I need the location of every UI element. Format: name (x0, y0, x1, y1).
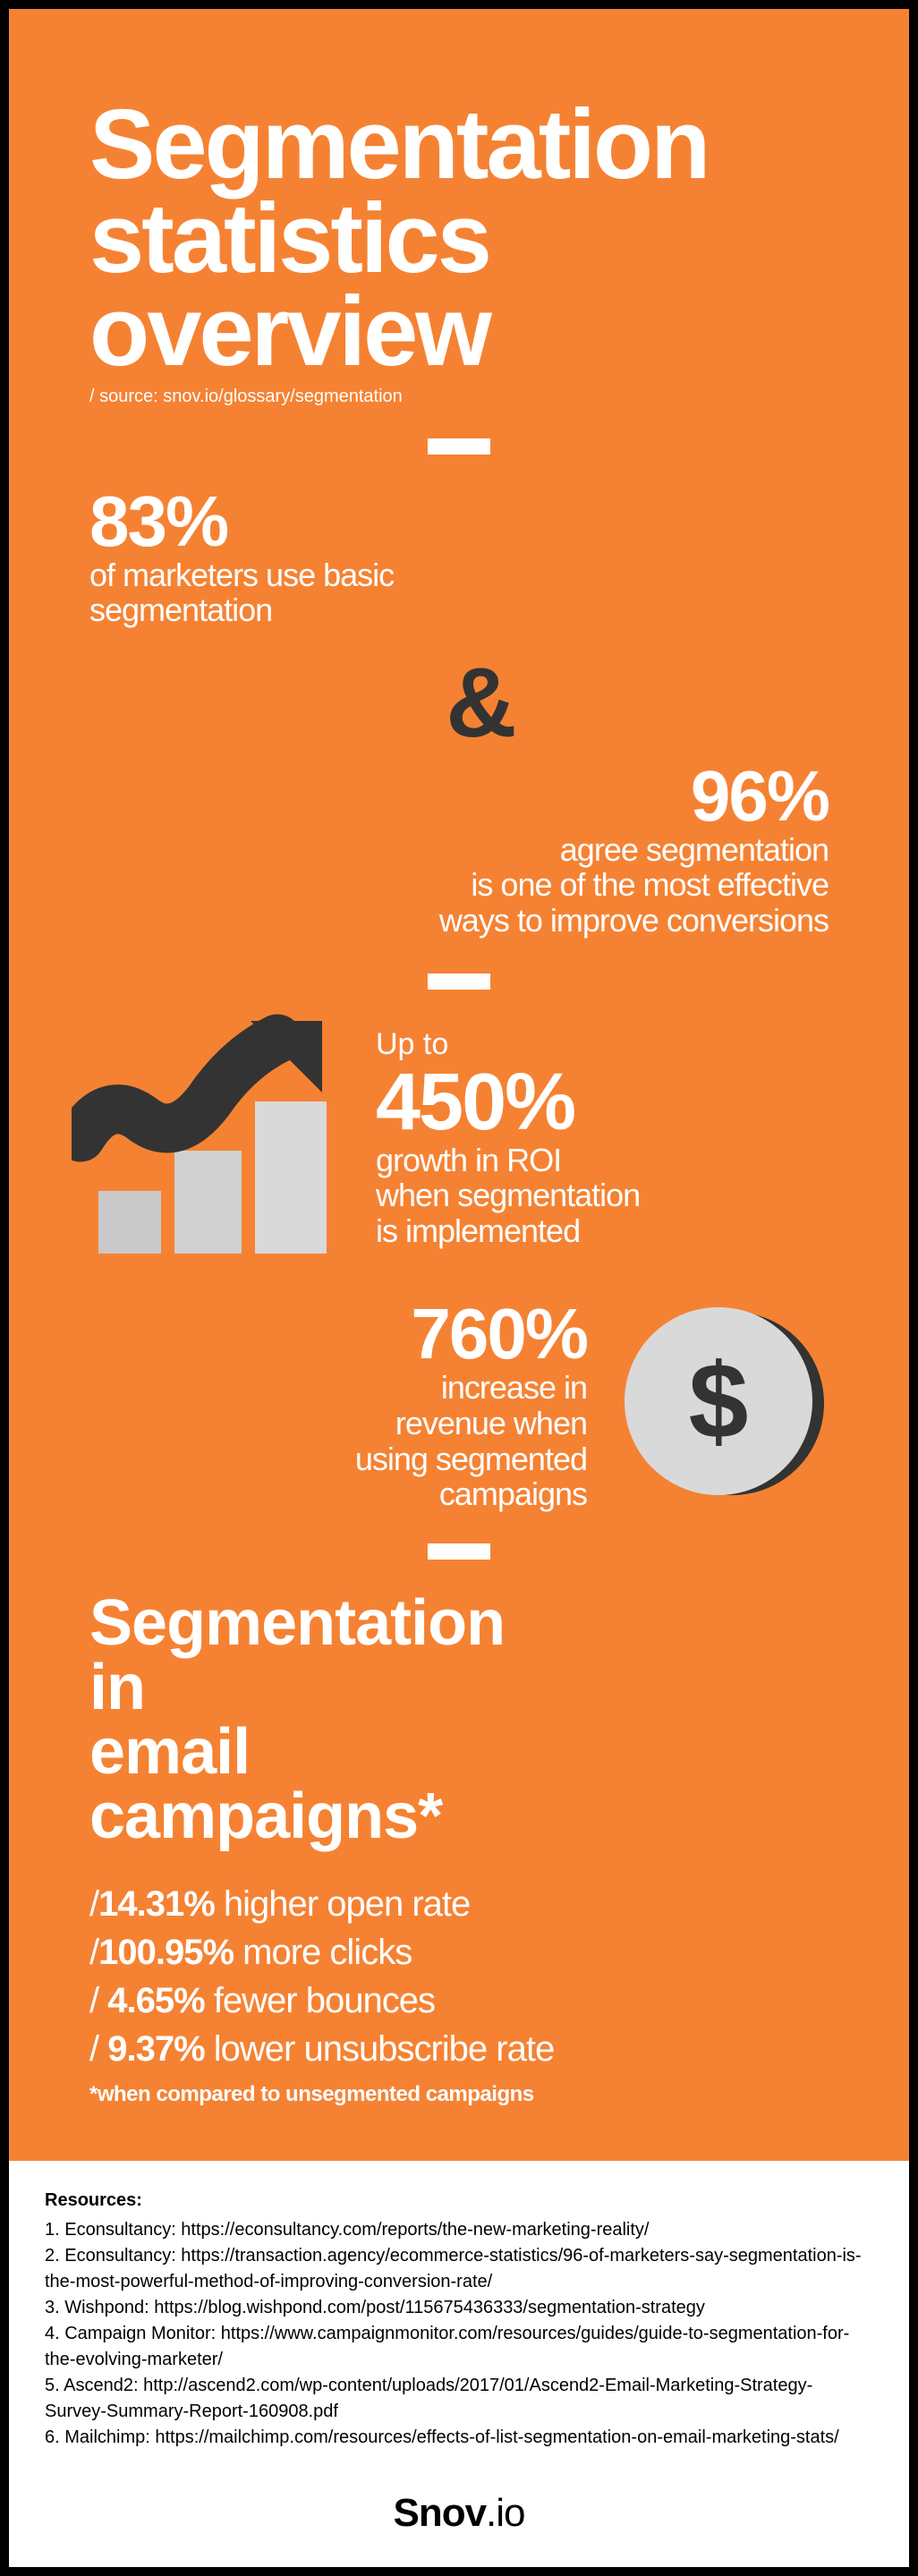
stat-96-block: 96% agree segmentation is one of the mos… (89, 761, 829, 939)
email-stat-row: /100.95% more clicks (89, 1928, 829, 1977)
revenue-text: 760% increase in revenue when using segm… (89, 1298, 587, 1511)
stat-83-value: 83% (89, 486, 829, 557)
title-line-3: overview (89, 276, 489, 387)
divider-icon (428, 973, 490, 990)
footer-logo: Snov.io (9, 2469, 909, 2567)
resource-item: 1. Econsultancy: https://econsultancy.co… (45, 2217, 873, 2243)
header-block: Segmentation statistics overview / sourc… (89, 98, 829, 407)
resource-item: 4. Campaign Monitor: https://www.campaig… (45, 2321, 873, 2373)
source-line: / source: snov.io/glossary/segmentation (89, 387, 829, 407)
email-stat-row: / 9.37% lower unsubscribe rate (89, 2025, 829, 2073)
bar-chart-arrow-icon (89, 1021, 340, 1254)
coin-face: $ (625, 1307, 812, 1495)
growth-arrow-icon (72, 1012, 358, 1191)
logo-part-2: .io (486, 2491, 524, 2535)
resources-heading: Resources: (45, 2188, 873, 2214)
email-stats-list: /14.31% higher open rate /100.95% more c… (89, 1880, 829, 2073)
dollar-sign-icon: $ (689, 1339, 749, 1463)
resources-section: Resources: 1. Econsultancy: https://econ… (9, 2161, 909, 2469)
infographic-page: Segmentation statistics overview / sourc… (0, 0, 918, 2576)
bar-1 (98, 1191, 161, 1254)
resource-item: 5. Ascend2: http://ascend2.com/wp-conten… (45, 2373, 873, 2425)
stat-83-block: 83% of marketers use basic segmentation (89, 486, 829, 628)
roi-block: Up to 450% growth in ROI when segmentati… (89, 1021, 829, 1254)
revenue-block: 760% increase in revenue when using segm… (89, 1298, 829, 1511)
email-stat-row: /14.31% higher open rate (89, 1880, 829, 1928)
stat-96-value: 96% (89, 761, 829, 832)
ampersand-icon: & (134, 664, 829, 743)
revenue-value: 760% (89, 1298, 587, 1370)
main-orange-panel: Segmentation statistics overview / sourc… (9, 9, 909, 2161)
email-stat-row: / 4.65% fewer bounces (89, 1977, 829, 2025)
roi-text: Up to 450% growth in ROI when segmentati… (376, 1027, 829, 1249)
roi-description: growth in ROI when segmentation is imple… (376, 1143, 829, 1249)
revenue-description: increase in revenue when using segmented… (89, 1370, 587, 1511)
email-footnote: *when compared to unsegmented campaigns (89, 2082, 829, 2107)
stat-96-text: agree segmentation is one of the most ef… (89, 832, 829, 939)
roi-value: 450% (376, 1062, 829, 1143)
stat-83-text: of marketers use basic segmentation (89, 557, 829, 628)
resource-item: 6. Mailchimp: https://mailchimp.com/reso… (45, 2425, 873, 2451)
resource-item: 3. Wishpond: https://blog.wishpond.com/p… (45, 2295, 873, 2321)
email-section-title: Segmentation in email campaigns* (89, 1591, 829, 1849)
roi-prefix: Up to (376, 1027, 829, 1062)
divider-icon (428, 1543, 490, 1560)
divider-icon (428, 438, 490, 455)
coin-icon: $ (614, 1303, 829, 1509)
page-title: Segmentation statistics overview (89, 98, 829, 379)
logo-part-1: Snov (393, 2491, 486, 2535)
resource-item: 2. Econsultancy: https://transaction.age… (45, 2243, 873, 2295)
